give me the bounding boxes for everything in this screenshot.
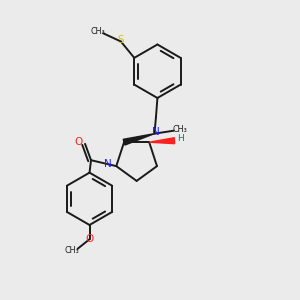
Text: CH₃: CH₃ [90, 27, 105, 36]
Polygon shape [149, 138, 175, 144]
Text: H: H [177, 134, 184, 143]
Text: CH₃: CH₃ [64, 246, 79, 255]
Polygon shape [123, 134, 154, 145]
Text: N: N [104, 159, 112, 169]
Text: O: O [74, 137, 83, 147]
Text: N: N [152, 128, 160, 137]
Text: S: S [118, 35, 124, 45]
Text: O: O [85, 234, 94, 244]
Text: CH₃: CH₃ [173, 125, 188, 134]
